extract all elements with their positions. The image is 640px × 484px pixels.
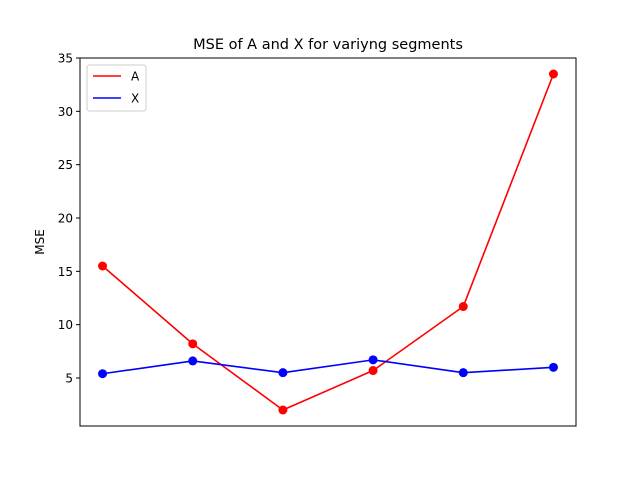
y-tick-label: 10 (58, 318, 73, 332)
data-point-A (98, 261, 108, 271)
y-tick-label: 30 (58, 105, 73, 119)
y-axis-ticks: 5 10 15 20 25 30 35 (58, 52, 80, 386)
plot-frame (79, 57, 577, 427)
chart-title: MSE of A and X for variyng segments (193, 37, 463, 53)
data-point-A (278, 405, 288, 415)
data-point-A (188, 339, 198, 349)
series-line-X (102, 359, 554, 375)
y-tick-label: 20 (58, 212, 73, 226)
data-point-X (458, 368, 468, 378)
data-point-X (278, 368, 288, 378)
data-point-X (368, 355, 378, 365)
y-tick-label: 5 (65, 372, 73, 386)
y-axis-label: MSE (33, 229, 47, 255)
legend-label-X: X (131, 92, 139, 106)
data-point-X (98, 369, 108, 379)
y-tick-label: 15 (58, 265, 73, 279)
data-point-X (188, 356, 198, 366)
y-tick-label: 35 (58, 52, 73, 66)
legend: AX (86, 64, 147, 112)
series-markers (98, 69, 558, 415)
data-point-A (548, 69, 558, 79)
series-lines (102, 73, 555, 411)
data-point-A (368, 366, 378, 376)
data-point-X (548, 362, 558, 372)
y-tick-label: 25 (58, 158, 73, 172)
series-line-A (102, 73, 555, 411)
data-point-A (458, 302, 468, 312)
legend-label-A: A (131, 70, 140, 84)
